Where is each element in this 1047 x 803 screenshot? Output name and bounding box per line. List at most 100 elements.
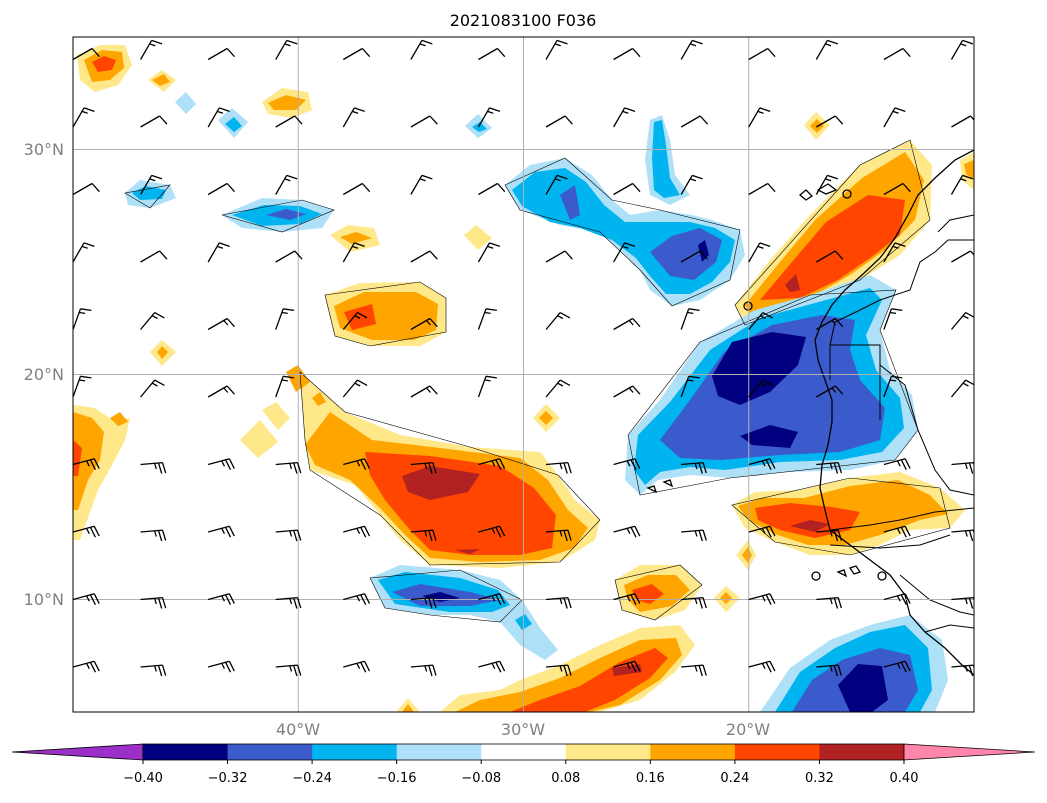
wind-barb-icon: [275, 115, 303, 128]
colorbar-tick-label: −0.08: [461, 771, 501, 786]
wind-barb-icon: [73, 47, 100, 61]
wind-barb-icon: [545, 664, 572, 677]
wind-barb-icon: [883, 308, 903, 330]
wind-barb-icon: [343, 660, 371, 673]
wind-barb-icon: [343, 525, 371, 538]
wind-barb-icon: [545, 461, 572, 474]
wind-barb-icon: [207, 47, 235, 61]
wind-barb-icon: [410, 317, 438, 331]
wind-barb-icon: [883, 47, 911, 61]
wind-barb-icon: [342, 107, 365, 128]
wind-barb-icon: [815, 39, 839, 60]
colorbar-tick-label: 0.24: [720, 771, 749, 786]
wind-barb-icon: [680, 375, 700, 398]
wind-barb-icon: [477, 308, 497, 330]
wind-barb-icon: [545, 312, 571, 330]
wind-barb-icon: [73, 660, 100, 673]
wind-barb-icon: [951, 461, 974, 474]
wind-barb-icon: [275, 250, 303, 263]
wind-barb-icon: [680, 39, 703, 60]
wind-barb-icon: [680, 115, 709, 128]
wind-barb-icon: [613, 593, 641, 605]
wind-barb-icon: [816, 596, 843, 609]
figure-title: 2021083100 F036: [450, 11, 597, 30]
wind-barb-icon: [140, 461, 167, 474]
wind-barb-icon: [342, 242, 365, 263]
wind-barb-icon: [613, 47, 641, 61]
wind-barb-icon: [275, 461, 302, 474]
wind-barb-icon: [883, 242, 906, 263]
colorbar-over-arrow: [903, 743, 1036, 761]
wind-barb-icon: [207, 242, 230, 263]
colorbar-bin: [734, 744, 820, 760]
wind-barb-icon: [140, 379, 165, 398]
country-borders: [829, 214, 974, 633]
wind-barb-icon: [410, 39, 433, 60]
wind-barb-icon: [478, 182, 506, 196]
wind-barb-icon: [613, 525, 641, 538]
wind-barb-icon: [275, 596, 302, 609]
wind-barb-icon: [883, 107, 906, 128]
wind-barb-icon: [140, 174, 163, 195]
colorbar-bin: [565, 744, 651, 760]
wind-barb-icon: [748, 379, 773, 398]
wind-barb-icon: [140, 250, 168, 263]
colorbar-bin: [227, 744, 313, 760]
contour-region-positive: [262, 88, 312, 118]
colorbar-bin: [819, 744, 905, 760]
wind-barb-icon: [477, 242, 501, 263]
colorbar-tick-label: −0.40: [123, 771, 163, 786]
colorbar-bin: [143, 744, 229, 760]
wind-barb-icon: [748, 107, 771, 128]
wind-barb-icon: [816, 250, 844, 263]
wind-barb-icon: [343, 458, 371, 470]
colorbar-tick-label: 0.32: [805, 771, 834, 786]
wind-barb-icon: [613, 660, 641, 673]
colorbar-tick-label: 0.08: [551, 771, 580, 786]
colorbar-tick-label: −0.32: [208, 771, 248, 786]
wind-barb-icon: [748, 458, 776, 470]
wind-barb-icon: [613, 107, 636, 128]
lat-label-10n: 10°N: [24, 590, 64, 609]
colorbar-tick-label: 0.16: [636, 771, 665, 786]
wind-barb-icon: [950, 174, 974, 195]
wind-barb-icon: [681, 461, 707, 474]
wind-barb-icon: [410, 596, 437, 609]
lon-label-30w: 30°W: [501, 720, 545, 739]
coastlines: [646, 149, 974, 676]
wind-barb-icon: [478, 458, 506, 470]
wind-barb-icon: [73, 308, 92, 330]
wind-barb-icon: [748, 242, 771, 263]
wind-barb-icon: [140, 39, 163, 60]
wind-barb-icon: [681, 664, 707, 677]
wind-barb-icon: [478, 47, 506, 61]
contour-region-negative: [505, 115, 745, 306]
wind-barb-icon: [275, 375, 295, 398]
wind-barb-icon: [73, 593, 100, 605]
wind-barb-icon: [73, 242, 95, 263]
wind-barb-icon: [140, 596, 167, 609]
lon-label-40w: 40°W: [276, 720, 320, 739]
wind-barb-icon: [140, 529, 167, 542]
wind-barb-icon: [275, 664, 302, 677]
wind-barb-icon: [951, 250, 974, 263]
wind-barb-icon: [477, 375, 497, 398]
wind-barb-icon: [748, 525, 776, 538]
wind-barb-icon: [883, 182, 911, 196]
wind-barb-icon: [681, 529, 707, 542]
wind-barb-icon: [207, 107, 230, 128]
contour-region-positive: [735, 140, 974, 325]
lat-label-30n: 30°N: [24, 140, 64, 159]
wind-barb-icon: [545, 115, 573, 128]
wind-barb-icon: [207, 525, 235, 538]
filled-contours: [73, 45, 974, 712]
contour-region-positive: [77, 45, 132, 92]
wind-barb-icon: [816, 529, 843, 542]
wind-barb-icon: [73, 525, 100, 538]
lat-label-20n: 20°N: [24, 365, 64, 384]
wind-barb-icon: [207, 182, 235, 196]
wind-barb-icon: [545, 379, 571, 398]
wind-barb-icon: [613, 317, 641, 331]
wind-barb-icon: [343, 593, 371, 605]
